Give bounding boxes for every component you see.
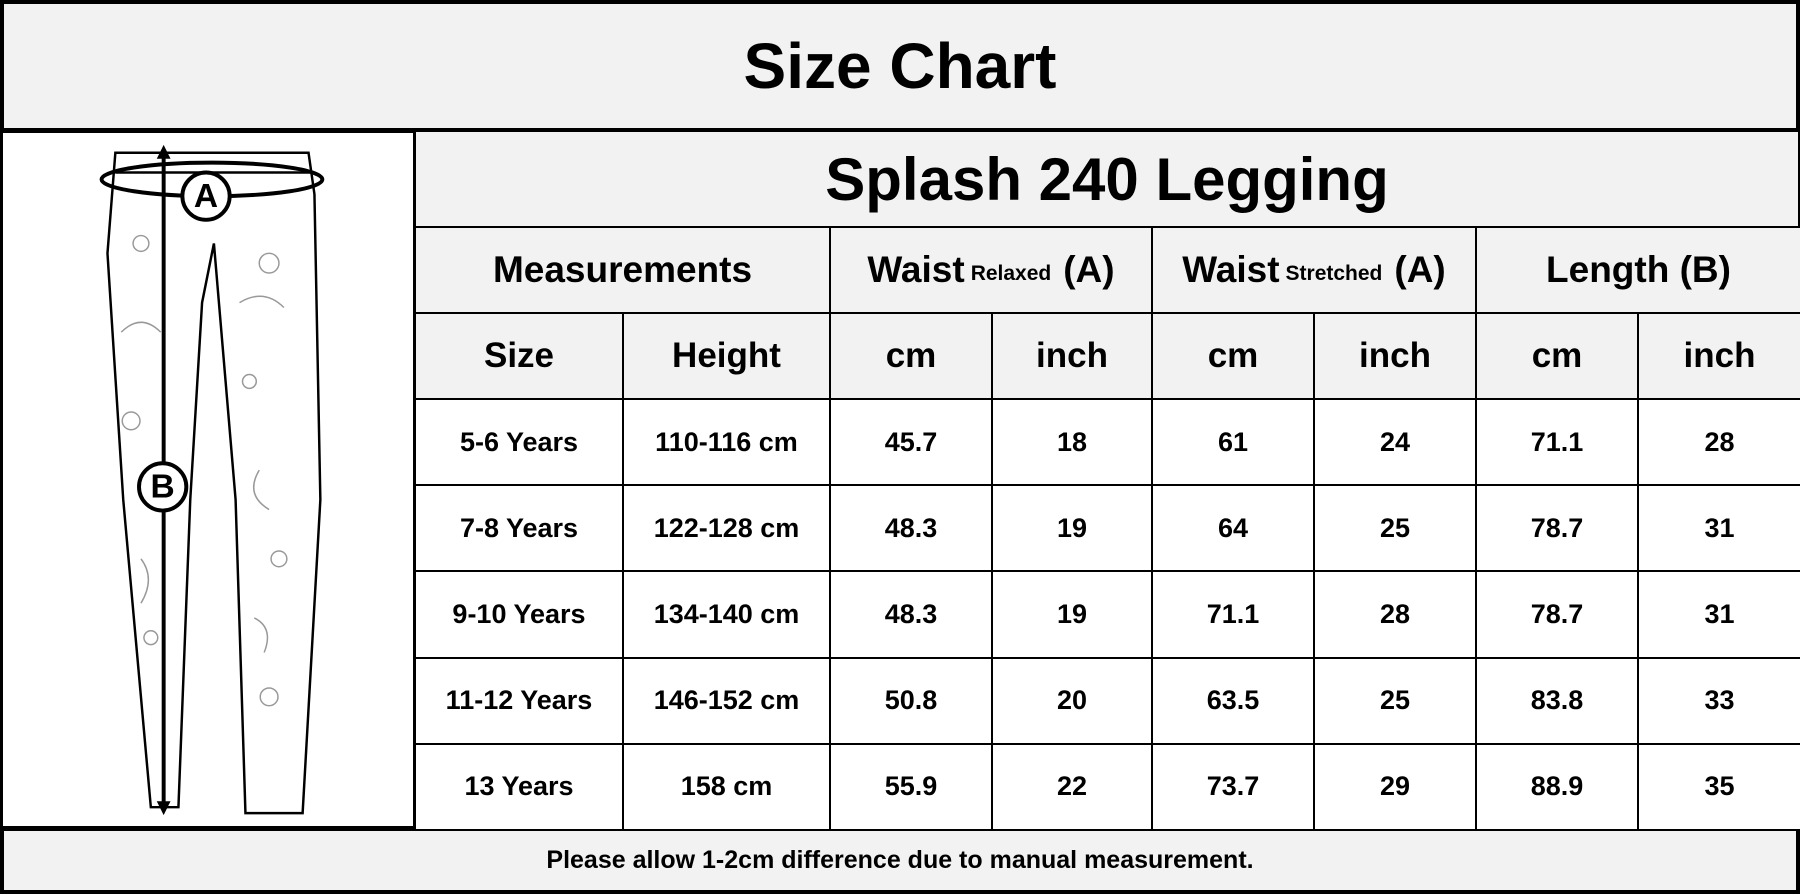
- label-circle: [137, 461, 189, 513]
- table-cell: 134-140 cm: [622, 570, 831, 659]
- table-cell: 28: [1313, 570, 1477, 659]
- group-label: Waist: [867, 249, 965, 290]
- column-header: cm: [829, 312, 993, 400]
- column-header: cm: [1475, 312, 1639, 400]
- table-cell: 20: [991, 656, 1153, 745]
- footer-note: Please allow 1-2cm difference due to man…: [0, 827, 1800, 894]
- table-cell: 122-128 cm: [622, 484, 831, 573]
- group-suffix: (A): [1063, 249, 1115, 290]
- product-name: Splash 240 Legging: [414, 130, 1800, 228]
- table-cell: 48.3: [829, 484, 993, 573]
- table-cell: 45.7: [829, 398, 993, 487]
- table-cell: 88.9: [1475, 742, 1639, 831]
- table-cell: 22: [991, 742, 1153, 831]
- table-cell: 19: [991, 484, 1153, 573]
- table-cell: 64: [1151, 484, 1315, 573]
- table-cell: 55.9: [829, 742, 993, 831]
- legging-diagram: A B: [0, 130, 416, 829]
- table-cell: 31: [1637, 484, 1800, 573]
- table-cell: 11-12 Years: [414, 656, 624, 745]
- table-cell: 33: [1637, 656, 1800, 745]
- table-cell: 5-6 Years: [414, 398, 624, 487]
- column-header: inch: [1637, 312, 1800, 400]
- table-cell: 61: [1151, 398, 1315, 487]
- group-note: Relaxed: [970, 262, 1052, 285]
- table-cell: 50.8: [829, 656, 993, 745]
- diagram-label: B: [151, 469, 175, 506]
- column-header: inch: [1313, 312, 1477, 400]
- table-cell: 71.1: [1151, 570, 1315, 659]
- legging-pattern: [120, 234, 288, 707]
- table-cell: 9-10 Years: [414, 570, 624, 659]
- group-header: Waist Stretched (A): [1151, 226, 1477, 314]
- table-cell: 31: [1637, 570, 1800, 659]
- table-cell: 78.7: [1475, 570, 1639, 659]
- page-title: Size Chart: [0, 0, 1800, 132]
- table-cell: 7-8 Years: [414, 484, 624, 573]
- group-label: Length (B): [1546, 249, 1731, 290]
- group-header: Waist Relaxed (A): [829, 226, 1153, 314]
- table-cell: 19: [991, 570, 1153, 659]
- table-cell: 110-116 cm: [622, 398, 831, 487]
- table-cell: 24: [1313, 398, 1477, 487]
- group-label: Measurements: [492, 249, 753, 290]
- column-header: cm: [1151, 312, 1315, 400]
- group-header: Measurements: [414, 226, 831, 314]
- table-cell: 29: [1313, 742, 1477, 831]
- column-header: Size: [414, 312, 624, 400]
- table-cell: 25: [1313, 484, 1477, 573]
- column-header: inch: [991, 312, 1153, 400]
- group-suffix: (A): [1394, 249, 1446, 290]
- column-header: Height: [622, 312, 831, 400]
- group-label: Waist: [1182, 249, 1280, 290]
- table-cell: 35: [1637, 742, 1800, 831]
- table-cell: 63.5: [1151, 656, 1315, 745]
- group-note: Stretched: [1285, 262, 1383, 285]
- table-cell: 78.7: [1475, 484, 1639, 573]
- label-circle: [180, 170, 232, 222]
- table-cell: 13 Years: [414, 742, 624, 831]
- table-cell: 158 cm: [622, 742, 831, 831]
- table-cell: 18: [991, 398, 1153, 487]
- table-cell: 71.1: [1475, 398, 1639, 487]
- table-cell: 73.7: [1151, 742, 1315, 831]
- group-header: Length (B): [1475, 226, 1800, 314]
- table-cell: 48.3: [829, 570, 993, 659]
- table-cell: 146-152 cm: [622, 656, 831, 745]
- diagram-label: A: [194, 178, 218, 215]
- table-cell: 25: [1313, 656, 1477, 745]
- table-cell: 83.8: [1475, 656, 1639, 745]
- table-cell: 28: [1637, 398, 1800, 487]
